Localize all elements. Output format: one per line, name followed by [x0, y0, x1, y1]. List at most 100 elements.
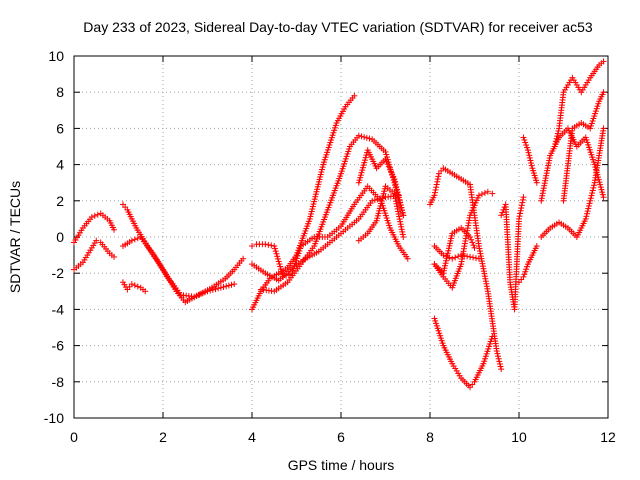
data-point	[359, 167, 366, 174]
data-point	[201, 289, 208, 296]
data-point	[495, 353, 502, 360]
data-point	[212, 286, 219, 293]
data-point	[591, 182, 598, 189]
data-point	[240, 255, 247, 262]
data-point	[276, 260, 283, 267]
data-point	[361, 157, 368, 164]
points-layer	[71, 58, 607, 391]
data-point	[220, 283, 227, 290]
data-point	[396, 216, 403, 223]
data-point	[399, 228, 406, 235]
data-point	[468, 236, 475, 243]
data-point	[524, 263, 531, 270]
data-point	[533, 179, 540, 186]
data-point	[265, 241, 272, 248]
data-point	[497, 363, 504, 370]
data-point	[496, 360, 503, 367]
data-point	[223, 283, 230, 290]
data-point	[489, 333, 496, 340]
data-point	[217, 284, 224, 291]
data-point	[598, 186, 605, 193]
data-point	[496, 358, 503, 365]
data-point	[355, 132, 362, 139]
data-point	[588, 192, 595, 199]
data-point	[470, 242, 477, 249]
data-point	[551, 143, 558, 150]
data-point	[467, 234, 474, 240]
data-point	[595, 176, 602, 183]
data-point	[435, 173, 442, 180]
data-point	[355, 179, 362, 186]
data-point	[277, 266, 284, 273]
data-point	[88, 214, 95, 221]
data-point	[394, 189, 401, 196]
data-point	[520, 134, 527, 141]
data-point	[391, 190, 398, 197]
data-point	[392, 198, 399, 205]
x-tick-label: 0	[70, 429, 78, 445]
data-point	[520, 273, 527, 280]
data-point	[404, 255, 411, 262]
data-point	[393, 200, 400, 207]
data-point	[494, 350, 501, 357]
data-point	[111, 226, 118, 233]
data-point	[93, 237, 100, 244]
data-point	[268, 242, 275, 249]
data-point	[207, 287, 214, 294]
data-point	[471, 244, 478, 251]
data-point	[395, 191, 402, 198]
data-point	[585, 205, 592, 212]
data-point	[359, 164, 366, 171]
data-point	[394, 205, 401, 212]
data-point	[555, 127, 562, 134]
data-point	[517, 210, 524, 217]
data-point	[191, 293, 198, 300]
data-point	[131, 236, 138, 243]
data-point	[228, 281, 235, 288]
data-point	[591, 161, 598, 168]
data-point	[392, 178, 399, 185]
data-point	[399, 231, 406, 238]
tick-layer: 0 2 4 6 8 10 12 -10 -8 -6 -4 -2 0 2 4 6 8 10	[44, 48, 616, 445]
grid-layer	[74, 56, 608, 418]
data-point	[467, 253, 474, 260]
data-point	[452, 254, 459, 261]
data-point	[525, 149, 532, 156]
data-point	[391, 176, 398, 183]
data-point	[596, 179, 603, 186]
data-point	[398, 223, 405, 230]
data-point	[94, 211, 101, 218]
data-point	[528, 162, 535, 169]
data-point	[599, 191, 606, 198]
data-point	[432, 186, 439, 193]
y-tick-label: 10	[48, 48, 64, 64]
data-point	[382, 148, 389, 155]
data-point	[395, 211, 402, 218]
data-point	[528, 160, 535, 167]
data-point	[275, 258, 282, 265]
data-point	[393, 186, 400, 193]
data-point	[600, 58, 607, 65]
data-point	[397, 218, 404, 225]
data-point	[440, 252, 447, 259]
x-tick-label: 8	[426, 429, 434, 445]
data-point	[520, 194, 527, 201]
data-point	[464, 253, 471, 260]
data-point	[357, 174, 364, 181]
chart-title: Day 233 of 2023, Sidereal Day-to-day VTE…	[83, 19, 593, 35]
data-point	[472, 255, 479, 262]
data-point	[522, 268, 529, 275]
data-point	[392, 195, 399, 202]
data-point	[396, 196, 403, 203]
y-tick-label: 6	[56, 120, 64, 136]
data-point	[271, 243, 278, 250]
data-point	[397, 199, 404, 206]
data-point	[274, 255, 281, 262]
y-tick-label: -4	[52, 301, 65, 317]
data-point	[358, 169, 365, 176]
y-tick-label: 2	[56, 193, 64, 209]
data-point	[484, 188, 491, 195]
data-point	[199, 290, 206, 297]
data-point	[215, 285, 222, 292]
data-point	[590, 184, 597, 191]
